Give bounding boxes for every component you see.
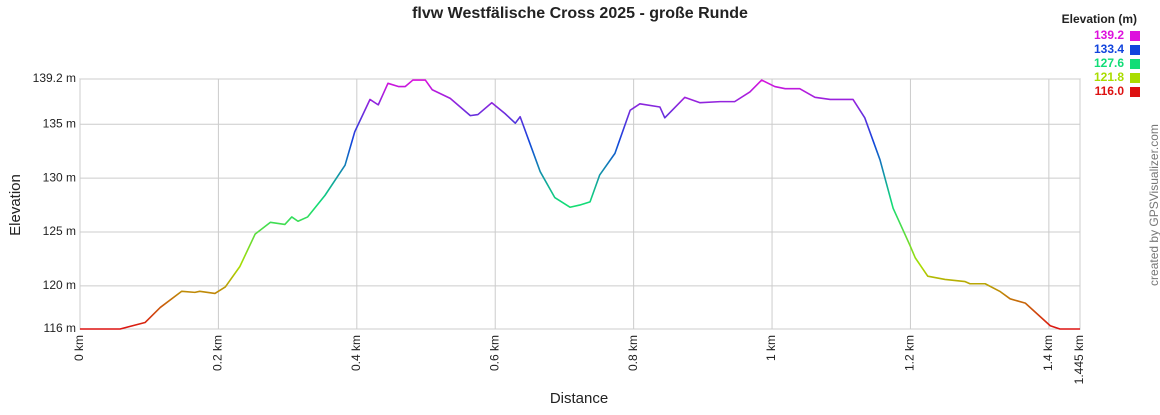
- x-axis-label: Distance: [550, 390, 608, 407]
- y-tick-label: 120 m: [43, 278, 76, 292]
- x-tick-label: 0.6 km: [487, 335, 501, 371]
- x-tick-label: 1 km: [764, 335, 778, 361]
- plot-area: [79, 78, 1081, 330]
- legend-swatch: [1130, 73, 1140, 83]
- x-tick-label: 0.2 km: [211, 335, 225, 371]
- legend-title: Elevation (m): [1062, 12, 1137, 26]
- legend-swatch: [1130, 45, 1140, 55]
- legend-label: 127.6: [1094, 56, 1124, 70]
- legend-label: 121.8: [1094, 70, 1124, 84]
- x-tick-label: 0.8 km: [626, 335, 640, 371]
- legend-swatch: [1130, 59, 1140, 69]
- chart-title: flvw Westfälische Cross 2025 - große Run…: [412, 5, 748, 22]
- legend-swatch: [1130, 87, 1140, 97]
- legend-label: 139.2: [1094, 28, 1124, 42]
- x-tick-label: 1.4 km: [1041, 335, 1055, 371]
- y-tick-label: 116 m: [44, 321, 76, 335]
- x-tick-label: 0.4 km: [349, 335, 363, 371]
- legend-swatch: [1130, 31, 1140, 41]
- y-tick-label: 130 m: [43, 170, 76, 184]
- x-tick-label: 1.445 km: [1072, 335, 1086, 384]
- y-tick-label: 139.2 m: [33, 71, 76, 85]
- elevation-line: [80, 79, 1080, 330]
- legend-label: 133.4: [1094, 42, 1124, 56]
- y-tick-label: 135 m: [43, 116, 76, 130]
- x-tick-label: 0 km: [72, 335, 86, 361]
- x-tick-label: 1.2 km: [903, 335, 917, 371]
- y-axis-label: Elevation: [7, 174, 24, 236]
- legend-label: 116.0: [1095, 84, 1125, 98]
- credit: created by GPSVisualizer.com: [1147, 124, 1160, 286]
- y-tick-label: 125 m: [43, 224, 76, 238]
